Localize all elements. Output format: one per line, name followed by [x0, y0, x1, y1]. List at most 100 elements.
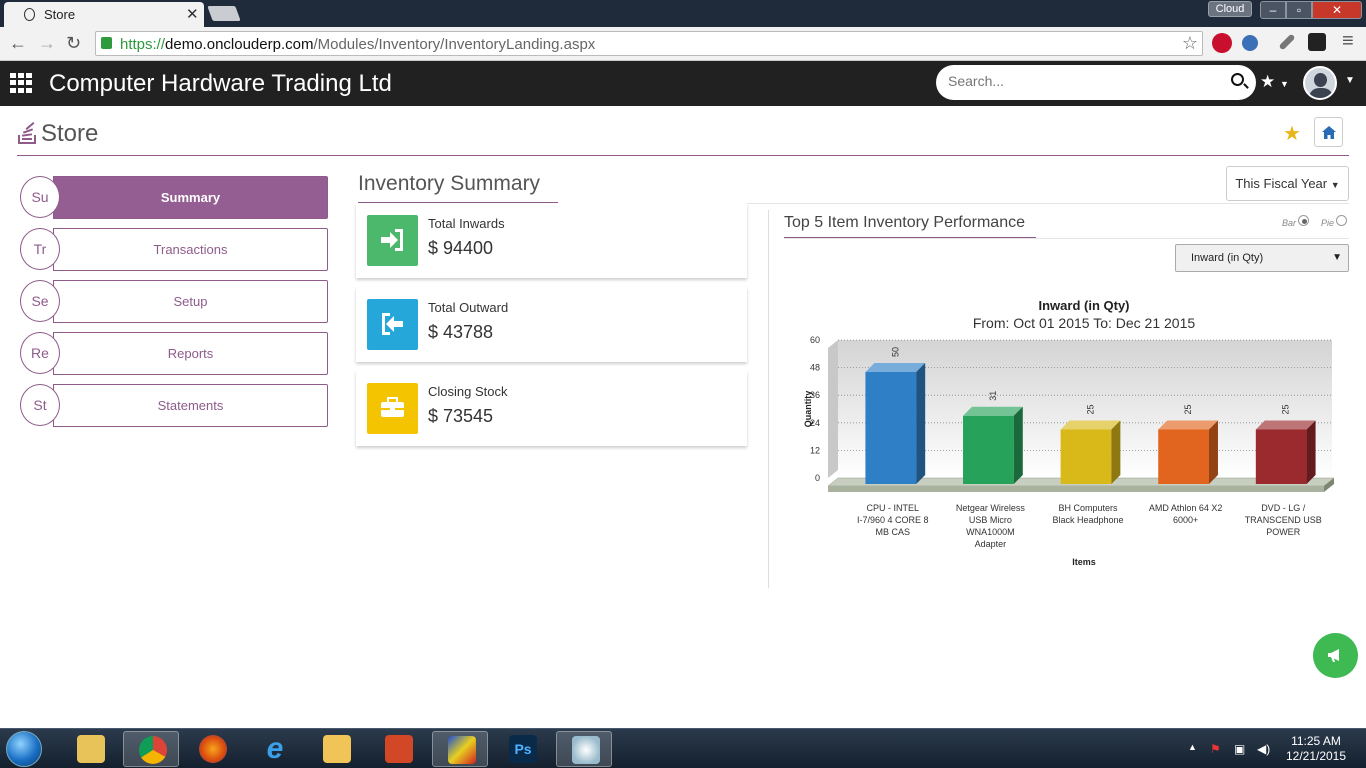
data-label: 25	[1086, 404, 1096, 414]
chevron-down-icon[interactable]: ▼	[1345, 75, 1355, 86]
x-tick-label: 6000+	[1173, 515, 1198, 525]
cloud-badge: Cloud	[1208, 1, 1252, 17]
extension-icon[interactable]	[1242, 35, 1258, 51]
photoshop-icon: Ps	[509, 735, 537, 763]
page-title: Store	[41, 120, 99, 147]
kpi-card-total-outward: Total Outward $ 43788	[356, 287, 747, 362]
photoshop-app[interactable]: Ps	[494, 731, 550, 767]
url-text: https://demo.onclouderp.com/Modules/Inve…	[120, 36, 596, 53]
plot-side-wall	[828, 340, 838, 478]
period-dropdown[interactable]: This Fiscal Year ▼	[1226, 166, 1349, 201]
menu-icon[interactable]: ≡	[1342, 30, 1354, 52]
browser-tab[interactable]: Store ✕	[4, 2, 204, 27]
y-tick-label: 60	[810, 335, 820, 345]
y-tick-label: 0	[815, 473, 820, 483]
extension-icon[interactable]	[1308, 33, 1326, 51]
nav-item-transactions[interactable]: Tr Transactions	[20, 228, 328, 271]
bar-top	[1060, 420, 1121, 430]
bar	[1060, 429, 1112, 484]
show-hidden-icons[interactable]: ▲	[1188, 742, 1197, 752]
network-icon[interactable]: ▣	[1234, 742, 1246, 756]
kpi-value: $ 73545	[428, 406, 494, 426]
start-button[interactable]	[6, 731, 42, 767]
search-input[interactable]	[948, 73, 1208, 89]
windows-taskbar: e Ps ▲ ⚑ ▣ ◀) 11:25 AM 12/21/2015	[0, 728, 1366, 768]
favorite-star-icon[interactable]: ★	[1283, 123, 1301, 145]
forward-icon[interactable]: →	[38, 33, 56, 53]
nav-item-statements[interactable]: St Statements	[20, 384, 328, 427]
clock-time: 11:25 AM	[1291, 734, 1341, 748]
ie-app[interactable]: e	[246, 731, 302, 767]
taskbar-clock[interactable]: 11:25 AM 12/21/2015	[1280, 734, 1352, 764]
nav-label: Summary	[53, 176, 328, 219]
sign-in-icon	[367, 215, 418, 266]
paint-app[interactable]	[556, 731, 612, 767]
explorer-app[interactable]	[62, 731, 118, 767]
company-name: Computer Hardware Trading Ltd	[49, 70, 392, 97]
back-icon[interactable]: ←	[9, 33, 27, 53]
y-axis-title: Quantity	[803, 391, 813, 428]
nav-badge: Re	[20, 332, 60, 374]
bar-top	[865, 363, 926, 372]
bar	[1158, 429, 1209, 484]
firefox-icon	[199, 735, 227, 763]
bar-view-radio[interactable]: Bar	[1282, 215, 1310, 229]
close-tab-icon[interactable]: ✕	[186, 6, 199, 23]
powerpoint-app[interactable]	[370, 731, 426, 767]
bar-top	[1158, 420, 1218, 430]
address-bar[interactable]: https://demo.onclouderp.com/Modules/Inve…	[95, 31, 1203, 56]
x-tick-label: WNA1000M	[966, 527, 1015, 537]
kpi-label: Total Inwards	[428, 216, 505, 231]
extension-icon[interactable]	[1278, 33, 1296, 51]
nav-badge: Tr	[20, 228, 60, 270]
section-title: Inventory Summary	[358, 172, 541, 195]
volume-icon[interactable]: ◀)	[1257, 742, 1271, 756]
chart-subtitle: From: Oct 01 2015 To: Dec 21 2015	[973, 315, 1196, 331]
minimize-button[interactable]: –	[1260, 1, 1286, 19]
reload-icon[interactable]: ↻	[66, 33, 82, 53]
extension-icon[interactable]	[1212, 33, 1232, 53]
powerpoint-icon	[385, 735, 413, 763]
kpi-value: $ 43788	[428, 322, 494, 342]
maximize-button[interactable]: ▫	[1286, 1, 1312, 19]
divider	[358, 202, 558, 203]
radio-button[interactable]	[1336, 215, 1348, 227]
metric-select[interactable]: Inward (in Qty) ▼	[1175, 244, 1349, 272]
x-tick-label: AMD Athlon 64 X2	[1149, 503, 1223, 513]
bar	[963, 415, 1014, 484]
home-button[interactable]	[1314, 117, 1343, 147]
pie-view-radio[interactable]: Pie	[1321, 215, 1348, 229]
divider	[17, 155, 1349, 156]
feedback-button[interactable]	[1313, 633, 1358, 678]
apps-grid-icon[interactable]	[10, 73, 34, 93]
data-label: 31	[988, 391, 998, 401]
divider	[784, 238, 1349, 239]
paint-tool-app[interactable]	[432, 731, 488, 767]
kpi-label: Total Outward	[428, 300, 509, 315]
lock-icon	[101, 37, 112, 49]
radio-button[interactable]	[1298, 215, 1310, 227]
y-tick-label: 12	[810, 445, 820, 455]
chart-floor-edge	[1324, 478, 1334, 492]
kpi-card-closing-stock: Closing Stock $ 73545	[356, 371, 747, 446]
browser-toolbar: ← → ↻ https://demo.onclouderp.com/Module…	[0, 27, 1366, 61]
divider	[358, 203, 1349, 204]
nav-item-reports[interactable]: Re Reports	[20, 332, 328, 375]
nav-label: Transactions	[53, 228, 328, 271]
palette-icon	[572, 736, 600, 764]
nav-item-summary[interactable]: Su Summary	[20, 176, 328, 219]
outlook-app[interactable]	[308, 731, 364, 767]
search-icon[interactable]	[1231, 73, 1244, 86]
chrome-icon	[139, 736, 167, 764]
bar-side	[1013, 406, 1023, 484]
folder-icon	[77, 735, 105, 763]
flag-icon[interactable]: ⚑	[1210, 742, 1221, 756]
close-window-button[interactable]: ✕	[1312, 1, 1362, 19]
new-tab-button[interactable]	[207, 6, 241, 21]
firefox-app[interactable]	[184, 731, 240, 767]
avatar[interactable]	[1303, 66, 1337, 100]
chrome-app[interactable]	[123, 731, 179, 767]
nav-item-setup[interactable]: Se Setup	[20, 280, 328, 323]
bookmark-star-icon[interactable]: ☆	[1181, 33, 1198, 53]
favorites-menu[interactable]: ★ ▼	[1260, 72, 1289, 91]
